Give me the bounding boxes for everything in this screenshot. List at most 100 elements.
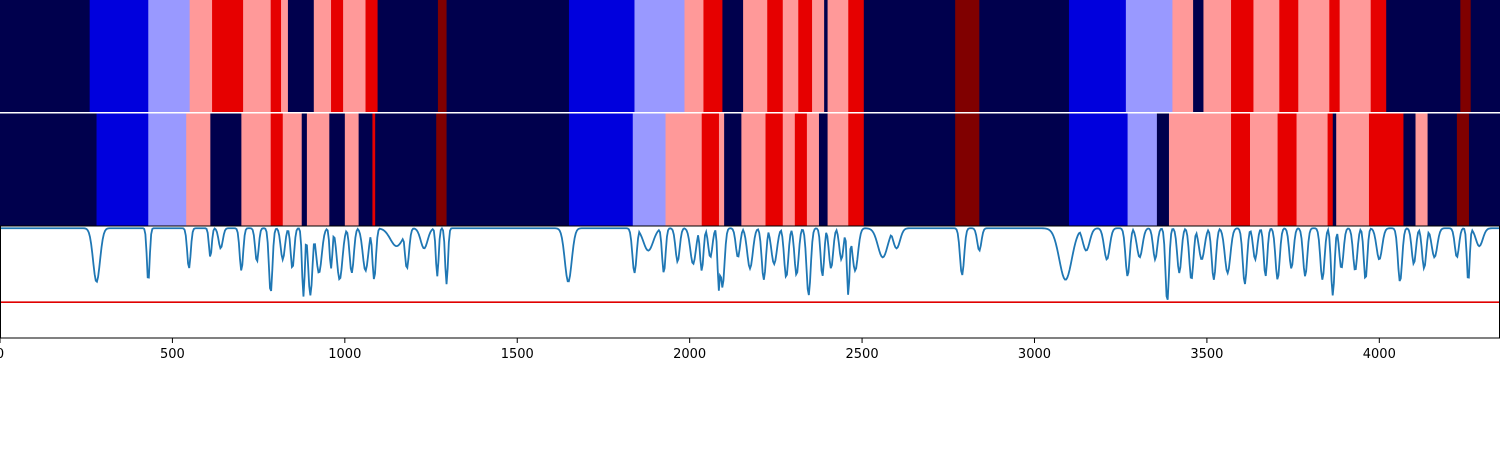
segment-class-3 [782, 113, 796, 226]
segment-class-4 [1368, 113, 1404, 226]
segment-class-4 [848, 113, 865, 226]
segment-class-4 [1231, 0, 1254, 112]
segment-class-0 [1427, 113, 1458, 226]
segment-class-4 [701, 113, 720, 226]
segment-class-3 [282, 113, 303, 226]
segment-class-0 [210, 113, 242, 226]
segment-class-4 [1370, 0, 1387, 112]
segment-class-4 [372, 113, 376, 226]
segment-class-4 [1277, 113, 1297, 226]
segment-class-3 [718, 113, 725, 226]
x-tick-label: 1000 [328, 347, 361, 362]
segment-class-3 [1298, 0, 1330, 112]
segment-class-0 [1470, 0, 1500, 112]
segment-class-4 [1327, 113, 1334, 226]
segment-class-0 [1403, 113, 1416, 226]
segment-class-0 [979, 113, 1070, 226]
segment-class-4 [767, 0, 784, 112]
segment-class-0 [1468, 113, 1500, 226]
row-divider [0, 112, 1500, 114]
segment-class-3 [281, 0, 289, 112]
segment-class-4 [703, 0, 723, 112]
segment-class-0 [329, 113, 346, 226]
segment-class-3 [665, 113, 703, 226]
segment-class-0 [377, 0, 439, 112]
segment-class-0 [824, 113, 828, 226]
signal-line [0, 226, 1500, 300]
segment-class-1 [89, 0, 149, 112]
segment-class-4 [270, 113, 284, 226]
segment-class-0 [863, 0, 956, 112]
segment-class-5 [436, 113, 447, 226]
segment-class-2 [148, 0, 191, 112]
segment-class-5 [955, 0, 980, 112]
segment-class-0 [446, 113, 570, 226]
segment-class-3 [313, 0, 332, 112]
x-tick-label: 2000 [673, 347, 706, 362]
segment-class-3 [1339, 0, 1372, 112]
x-tick-label: 0 [0, 347, 4, 362]
segment-class-3 [743, 0, 768, 112]
segment-class-3 [189, 0, 213, 112]
segment-class-5 [955, 113, 980, 226]
segment-class-0 [724, 113, 742, 226]
segment-class-0 [0, 113, 97, 226]
segment-class-1 [1068, 113, 1128, 226]
x-tick-label: 3000 [1018, 347, 1051, 362]
segment-class-3 [186, 113, 211, 226]
x-tick-label: 500 [160, 347, 185, 362]
segment-class-2 [148, 113, 187, 226]
segment-class-0 [818, 113, 825, 226]
segment-class-0 [1386, 0, 1461, 112]
segment-class-2 [1127, 113, 1158, 226]
segment-class-3 [1250, 113, 1278, 226]
segment-class-3 [243, 0, 272, 112]
segment-class-3 [1168, 113, 1232, 226]
segment-class-3 [827, 113, 849, 226]
segment-class-1 [568, 113, 634, 226]
segment-class-4 [848, 0, 865, 112]
segment-class-3 [827, 0, 849, 112]
segment-class-0 [0, 0, 91, 112]
segment-class-1 [1068, 0, 1127, 112]
segment-class-3 [343, 0, 366, 112]
segment-class-3 [1415, 113, 1428, 226]
segment-class-4 [365, 0, 378, 112]
segment-class-3 [1336, 113, 1370, 226]
x-axis: 0 500 1000 1500 2000 2500 3000 3500 4000 [0, 338, 1396, 362]
x-tick-label: 3500 [1190, 347, 1223, 362]
segment-class-3 [306, 113, 330, 226]
segment-class-0 [1193, 0, 1204, 112]
segment-class-1 [96, 113, 149, 226]
segment-class-3 [241, 113, 272, 226]
segment-class-0 [446, 0, 570, 112]
segment-class-3 [741, 113, 766, 226]
segment-class-5 [1456, 113, 1470, 226]
segment-class-0 [863, 113, 956, 226]
segment-class-3 [1203, 0, 1232, 112]
label-row-top [0, 0, 1500, 112]
segment-class-0 [1332, 113, 1337, 226]
segment-class-2 [632, 113, 666, 226]
x-tick-label: 2500 [846, 347, 879, 362]
segment-class-4 [765, 113, 784, 226]
segment-class-4 [1279, 0, 1299, 112]
segment-class-3 [782, 0, 799, 112]
signal-panel [0, 225, 1500, 339]
segment-class-5 [1460, 0, 1472, 112]
segment-class-0 [358, 113, 373, 226]
x-tick-label: 1500 [501, 347, 534, 362]
segment-class-3 [344, 113, 360, 226]
segment-class-3 [806, 113, 820, 226]
segment-class-2 [1125, 0, 1173, 112]
segment-class-3 [1296, 113, 1328, 226]
segment-class-0 [375, 113, 437, 226]
segment-class-4 [794, 113, 808, 226]
label-row-bottom [0, 113, 1500, 226]
segment-class-0 [824, 0, 828, 112]
segment-class-4 [1329, 0, 1341, 112]
segment-class-0 [301, 113, 308, 226]
segment-class-2 [634, 0, 685, 112]
segment-class-0 [722, 0, 744, 112]
